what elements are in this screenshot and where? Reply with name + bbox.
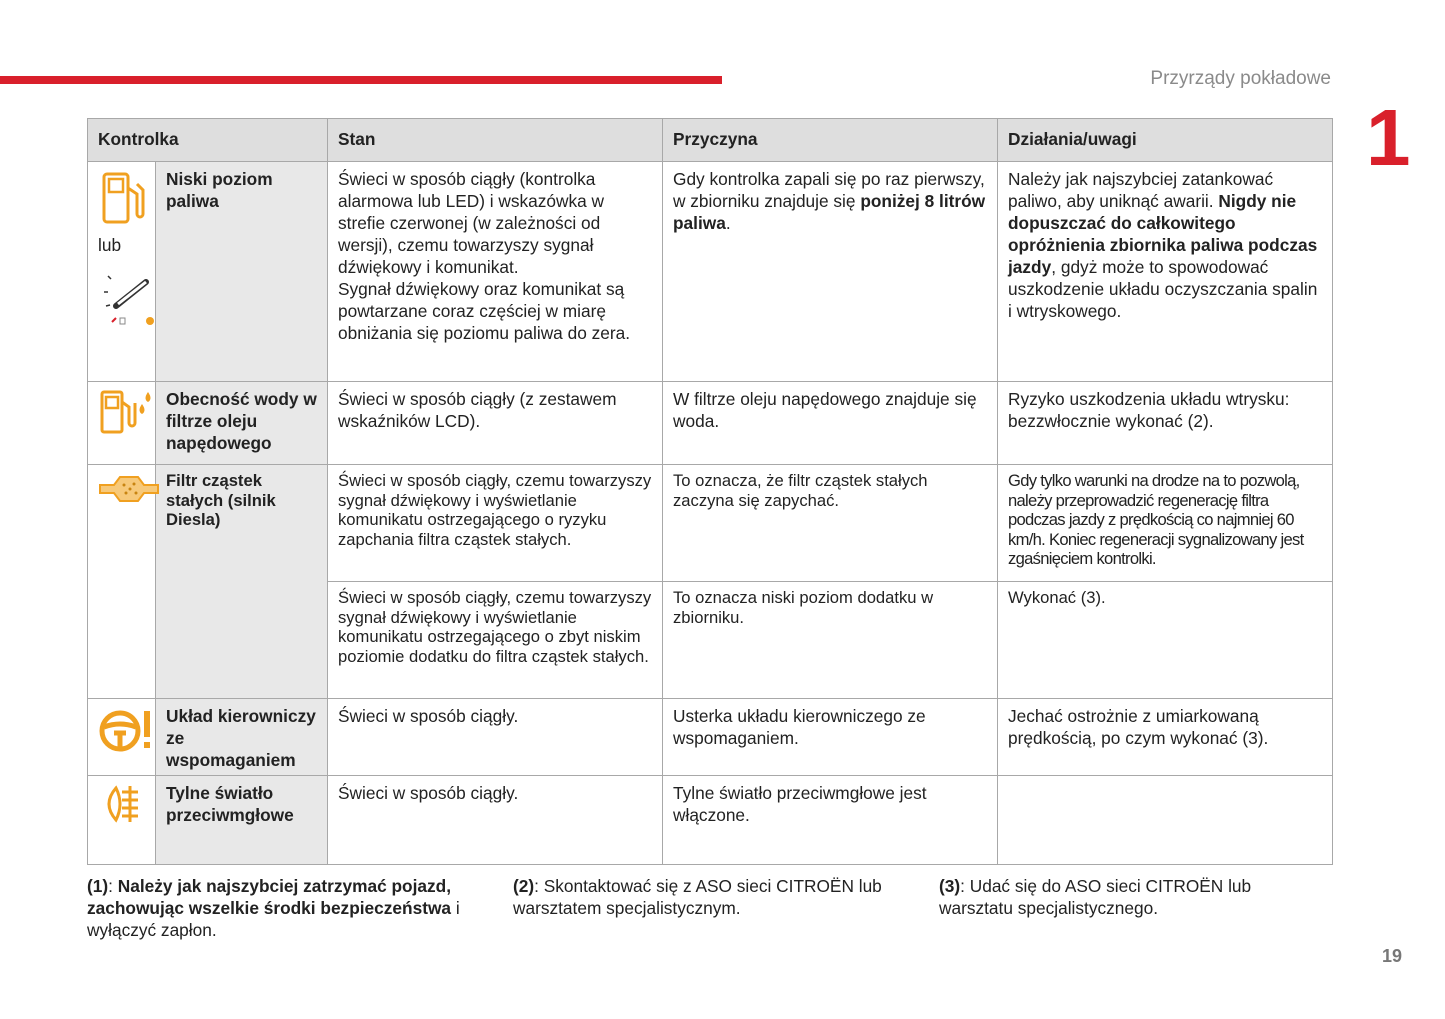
icon-cell <box>87 381 156 465</box>
text-run: Świeci w sposób ciągły, czemu towarzyszy… <box>338 471 652 549</box>
text-run: Nigdy nie dopuszczać do całkowitego opró… <box>1008 191 1318 277</box>
fuel-icon <box>102 172 145 224</box>
table-row: Obecność wody w filtrze oleju napędowego… <box>87 381 1333 465</box>
warning-name: Tylne światło przeciwmgłowe <box>155 775 328 865</box>
footnote: (1): Należy jak najszybciej zatrzymać po… <box>87 875 467 941</box>
water-icon <box>100 390 151 434</box>
table-row: Tylne światło przeciwmgłowe Świeci w spos… <box>87 775 1333 865</box>
text-run: Świeci w sposób ciągły. <box>338 783 519 803</box>
text-run: To oznacza, że filtr cząstek stałych zac… <box>673 471 928 510</box>
header-row: Kontrolka Stan Przyczyna Działania/uwagi <box>87 118 1333 162</box>
icon-cell <box>87 775 156 865</box>
text-run: : <box>108 876 118 896</box>
column-header: Stan <box>327 118 663 162</box>
warning-name: Układ kierowniczy ze wspomaganiem <box>155 698 328 776</box>
state-cell: Świeci w sposób ciągły (z zestawem wskaź… <box>327 381 663 465</box>
text-run: To oznacza niski poziom dodatku w zbiorn… <box>673 588 934 627</box>
warning-name: Obecność wody w filtrze oleju napędowego <box>155 381 328 465</box>
state-cell: Świeci w sposób ciągły (kontrolka alarmo… <box>327 161 663 382</box>
cause-cell: W filtrze oleju napędowego znajduje się … <box>662 381 998 465</box>
action-cell <box>997 775 1333 865</box>
warning-table: Kontrolka Stan Przyczyna Działania/uwagi lu… <box>87 118 1333 865</box>
icon-cell: lub <box>87 161 156 382</box>
warning-name: Niski poziom paliwa <box>155 161 328 382</box>
action-cell: Ryzyko uszkodzenia układu wtrysku: bezzw… <box>997 381 1333 465</box>
text-run: Świeci w sposób ciągły (kontrolka alarmo… <box>338 169 605 277</box>
table-body: lub Niski poziom paliwa Świeci w sposób c… <box>87 161 1333 865</box>
chapter-number: 1 <box>1366 93 1411 182</box>
text-run: Gdy kontrolka zapali się po raz pierwszy… <box>673 169 985 211</box>
page-number: 19 <box>1382 946 1403 966</box>
cause-cell: To oznacza niski poziom dodatku w zbiorn… <box>662 581 998 699</box>
text-run: Należy jak najszybciej zatankować paliwo… <box>1008 169 1274 211</box>
red-bar <box>0 76 722 84</box>
icon-cell <box>87 698 156 776</box>
text-run: , gdyż może to spowodować uszkodzenie uk… <box>1008 257 1318 321</box>
text-run: Należy jak najszybciej zatrzymać pojazd,… <box>87 876 452 918</box>
text-run: Sygnał dźwiękowy oraz komunikat są powta… <box>338 279 631 343</box>
action-cell: Wykonać (3). <box>997 581 1333 699</box>
table-row: Układ kierowniczy ze wspomaganiem Świeci … <box>87 698 1333 776</box>
text-run: Świeci w sposób ciągły. <box>338 706 519 726</box>
text-run: (3) <box>939 876 961 896</box>
table-row: Świeci w sposób ciągły, czemu towarzyszy… <box>88 581 1333 699</box>
cause-cell: Tylne światło przeciwmgłowe jest włączon… <box>662 775 998 865</box>
column-header: Kontrolka <box>87 118 328 162</box>
state-cell: Świeci w sposób ciągły. <box>327 775 663 865</box>
text-run: Wykonać (3). <box>1008 588 1106 607</box>
action-cell: Gdy tylko warunki na drodze na to pozwol… <box>997 464 1333 582</box>
text-run: : Udać się do ASO sieci CITROËN lub wars… <box>939 876 1252 918</box>
column-header: Działania/uwagi <box>997 118 1333 162</box>
text-run: Jechać ostrożnie z umiarkowaną prędkości… <box>1008 706 1269 748</box>
filter-icon <box>99 476 159 502</box>
warning-name: Filtr cząstek stałych (silnik Diesla) <box>155 464 328 699</box>
text-run: (1) <box>87 876 109 896</box>
icon-cell <box>87 464 159 699</box>
footnote: (3): Udać się do ASO sieci CITROËN lub w… <box>939 875 1319 919</box>
gauge-icon <box>104 275 154 325</box>
text-run: : Skontaktować się z ASO sieci CITROËN l… <box>513 876 882 918</box>
table-row: lub Niski poziom paliwa Świeci w sposób c… <box>87 161 1333 382</box>
state-cell: Świeci w sposób ciągły, czemu towarzyszy… <box>327 581 663 699</box>
section-title: Przyrządy pokładowe <box>1150 68 1331 89</box>
footnote: (2): Skontaktować się z ASO sieci CITROË… <box>513 875 893 919</box>
text-run: Świeci w sposób ciągły (z zestawem wskaź… <box>338 389 617 431</box>
text-run: i wyłączyć zapłon. <box>87 898 460 940</box>
text-run: Tylne światło przeciwmgłowe jest włączon… <box>673 783 927 825</box>
text-run: Usterka układu kierowniczego ze wspomaga… <box>673 706 926 748</box>
action-cell: Jechać ostrożnie z umiarkowaną prędkości… <box>997 698 1333 776</box>
text-run: Gdy tylko warunki na drodze na to pozwol… <box>1008 471 1304 569</box>
text-run: Ryzyko uszkodzenia układu wtrysku: bezzw… <box>1008 389 1290 431</box>
state-cell: Świeci w sposób ciągły, czemu towarzyszy… <box>327 464 663 582</box>
text-run: . <box>725 213 731 233</box>
icon-or: lub <box>98 235 122 255</box>
state-cell: Świeci w sposób ciągły. <box>327 698 663 776</box>
action-cell: Należy jak najszybciej zatankować paliwo… <box>997 161 1333 382</box>
cause-cell: Gdy kontrolka zapali się po raz pierwszy… <box>662 161 998 382</box>
steering-icon <box>99 710 150 752</box>
text-run: (2) <box>513 876 535 896</box>
text-run: W filtrze oleju napędowego znajduje się … <box>673 389 977 431</box>
fog-light-icon <box>107 785 138 823</box>
cause-cell: Usterka układu kierowniczego ze wspomaga… <box>662 698 998 776</box>
column-header: Przyczyna <box>662 118 998 162</box>
text-run: Świeci w sposób ciągły, czemu towarzyszy… <box>338 588 652 666</box>
table-row: Filtr cząstek stałych (silnik Diesla) Świ… <box>87 464 1333 699</box>
cause-cell: To oznacza, że filtr cząstek stałych zac… <box>662 464 998 582</box>
text-run: poniżej 8 litrów paliwa <box>673 191 986 233</box>
